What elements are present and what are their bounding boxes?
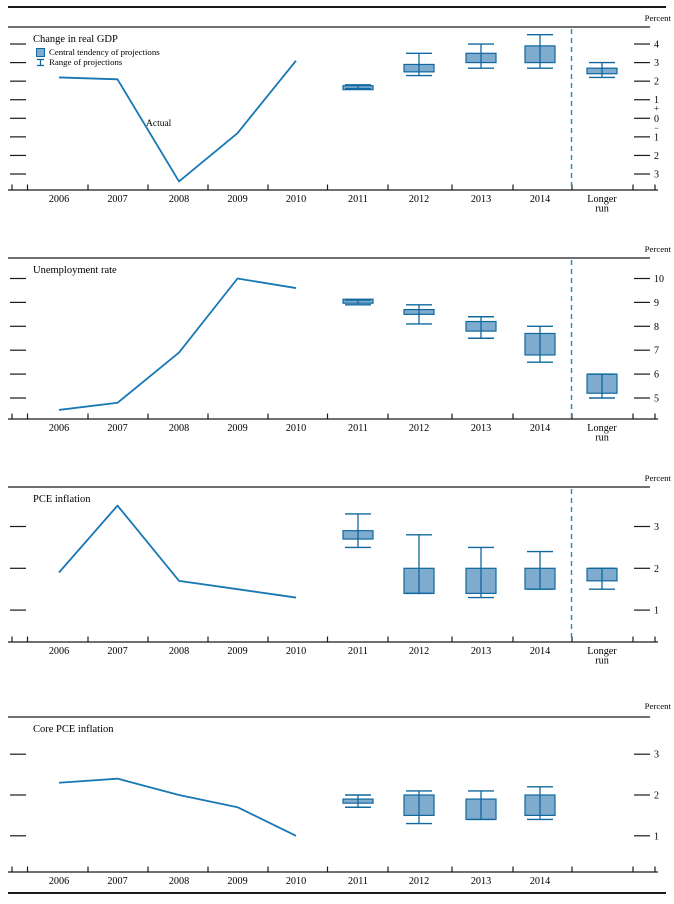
x-tick-label: 2008 (169, 876, 189, 887)
actual-line (58, 60, 297, 183)
x-tick-label: 2012 (409, 423, 429, 434)
x-tick-label: 2008 (169, 194, 189, 205)
x-tick-label: 2009 (227, 876, 247, 887)
panel-title-unemployment: Unemployment rate (33, 265, 117, 276)
x-tick-label-longer-run: Longer (587, 646, 617, 657)
x-tick-label-longer-run: run (595, 433, 609, 444)
y-tick-label: 2 (654, 564, 659, 575)
y-tick-label: 7 (654, 346, 659, 357)
x-tick-label: 2010 (286, 423, 306, 434)
x-tick-label: 2010 (286, 646, 306, 657)
panel-title-pce: PCE inflation (33, 494, 91, 505)
page-bottom-rule (8, 892, 666, 894)
x-tick-label: 2014 (530, 194, 550, 205)
y-axis-unit-label: Percent (644, 13, 671, 23)
actual-line (58, 777, 297, 837)
x-tick-label: 2014 (530, 646, 550, 657)
y-tick-label: 3 (654, 522, 659, 533)
actual-line (58, 277, 297, 411)
y-tick-label: − (654, 123, 659, 133)
x-tick-label: 2013 (471, 423, 491, 434)
y-tick-label: 9 (654, 298, 659, 309)
actual-line (58, 504, 297, 599)
x-tick-label: 2011 (348, 876, 368, 887)
x-tick-label: 2009 (227, 423, 247, 434)
y-tick-label: 8 (654, 322, 659, 333)
actual-line-annotation: Actual (146, 119, 172, 129)
legend-range: Range of projections (36, 57, 122, 67)
y-tick-label: 1 (654, 606, 659, 617)
y-tick-label: 4 (654, 40, 659, 51)
x-tick-label: 2008 (169, 423, 189, 434)
page-top-rule (8, 6, 666, 8)
x-tick-label: 2010 (286, 876, 306, 887)
x-tick-label: 2007 (107, 876, 127, 887)
x-tick-label: 2007 (107, 423, 127, 434)
x-tick-label-longer-run: run (595, 656, 609, 667)
legend-range-label: Range of projections (49, 57, 123, 67)
x-tick-label: 2006 (49, 646, 69, 657)
x-tick-label: 2006 (49, 194, 69, 205)
legend-central-tendency: Central tendency of projections (36, 47, 160, 57)
y-tick-label: 2 (654, 151, 659, 162)
x-tick-label: 2011 (348, 646, 368, 657)
x-tick-label: 2011 (348, 194, 368, 205)
x-tick-label: 2014 (530, 423, 550, 434)
y-tick-label: 10 (654, 274, 664, 285)
x-tick-label: 2012 (409, 646, 429, 657)
y-axis-unit-label: Percent (644, 701, 671, 711)
legend-central-tendency-label: Central tendency of projections (49, 47, 160, 57)
y-axis-unit-label: Percent (644, 473, 671, 483)
y-tick-label: 2 (654, 791, 659, 802)
y-tick-label: 3 (654, 58, 659, 69)
x-tick-label: 2009 (227, 194, 247, 205)
y-tick-label: 5 (654, 394, 659, 405)
y-tick-label: 2 (654, 77, 659, 88)
y-tick-label: 1 (654, 95, 659, 106)
central-tendency-box-icon (36, 47, 45, 57)
x-tick-label: 2010 (286, 194, 306, 205)
panel-title-gdp: Change in real GDP (33, 34, 118, 45)
x-tick-label-longer-run: Longer (587, 194, 617, 205)
y-tick-label: 0 (654, 114, 659, 125)
range-whisker-icon (37, 58, 44, 66)
x-tick-label: 2009 (227, 646, 247, 657)
y-tick-label: + (654, 104, 659, 114)
x-tick-label: 2013 (471, 646, 491, 657)
x-tick-label: 2006 (49, 423, 69, 434)
x-tick-label: 2013 (471, 194, 491, 205)
y-axis-unit-label: Percent (644, 244, 671, 254)
x-tick-label: 2013 (471, 876, 491, 887)
y-tick-label: 1 (654, 132, 659, 143)
y-tick-label: 6 (654, 370, 659, 381)
x-tick-label: 2007 (107, 646, 127, 657)
x-tick-label: 2006 (49, 876, 69, 887)
x-tick-label: 2014 (530, 876, 550, 887)
x-tick-label: 2008 (169, 646, 189, 657)
x-tick-label-longer-run: run (595, 204, 609, 215)
y-tick-label: 3 (654, 750, 659, 761)
x-tick-label: 2011 (348, 423, 368, 434)
y-tick-label: 1 (654, 831, 659, 842)
x-tick-label: 2012 (409, 194, 429, 205)
x-tick-label: 2007 (107, 194, 127, 205)
y-tick-label: 3 (654, 170, 659, 181)
panel-title-core-pce: Core PCE inflation (33, 724, 114, 735)
x-tick-label: 2012 (409, 876, 429, 887)
x-tick-label-longer-run: Longer (587, 423, 617, 434)
